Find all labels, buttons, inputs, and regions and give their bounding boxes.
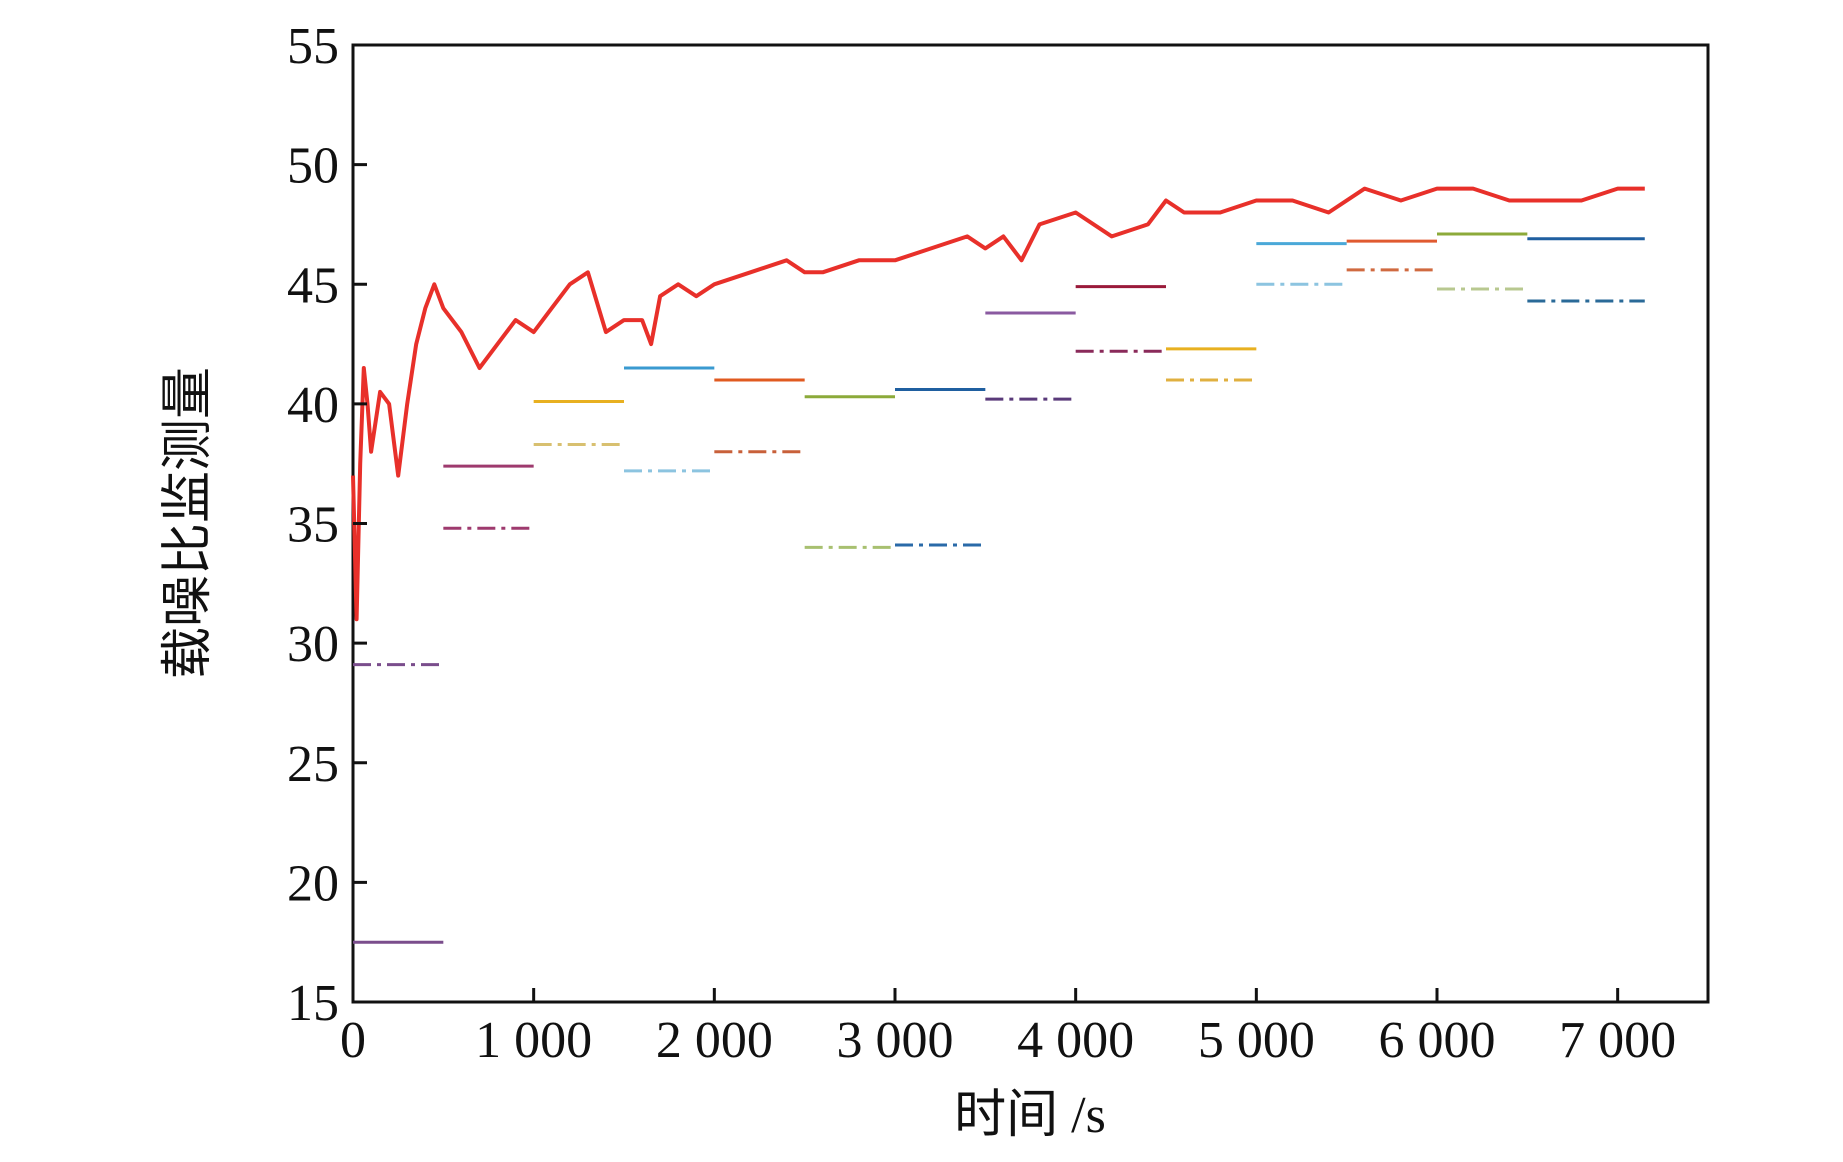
plot-area-frame: [351, 43, 1710, 1004]
axis-ticks: 0 1 000 2 000 3 000 4 000 5 000 6 000 7 000 15 20…: [287, 18, 1676, 1069]
main-series-layer: [351, 186, 1645, 622]
x-tick-label-4: 4 000: [1017, 1012, 1134, 1069]
x-tick-label-1: 1 000: [475, 1012, 592, 1069]
y-tick-label-5: 40: [287, 377, 339, 434]
x-tick-label-3: 3 000: [837, 1012, 954, 1069]
x-tick-label-5: 5 000: [1198, 1012, 1315, 1069]
reference-segments: [353, 232, 1645, 944]
y-tick-label-2: 25: [287, 736, 339, 793]
y-tick-label-7: 50: [287, 138, 339, 195]
x-tick-label-7: 7 000: [1559, 1012, 1676, 1069]
x-tick-label-6: 6 000: [1379, 1012, 1496, 1069]
y-tick-label-1: 20: [287, 855, 339, 912]
y-tick-label-0: 15: [287, 975, 339, 1032]
y-tick-label-8: 55: [287, 18, 339, 75]
x-axis-title: 时间 /s: [954, 1087, 1106, 1144]
x-tick-label-2: 2 000: [656, 1012, 773, 1069]
y-tick-label-6: 45: [287, 257, 339, 314]
y-tick-label-3: 30: [287, 616, 339, 673]
y-axis-title: 载噪比监测量: [160, 367, 217, 679]
main-series-line: [351, 186, 1645, 622]
x-tick-label-0: 0: [340, 1012, 366, 1069]
y-tick-label-4: 35: [287, 497, 339, 554]
